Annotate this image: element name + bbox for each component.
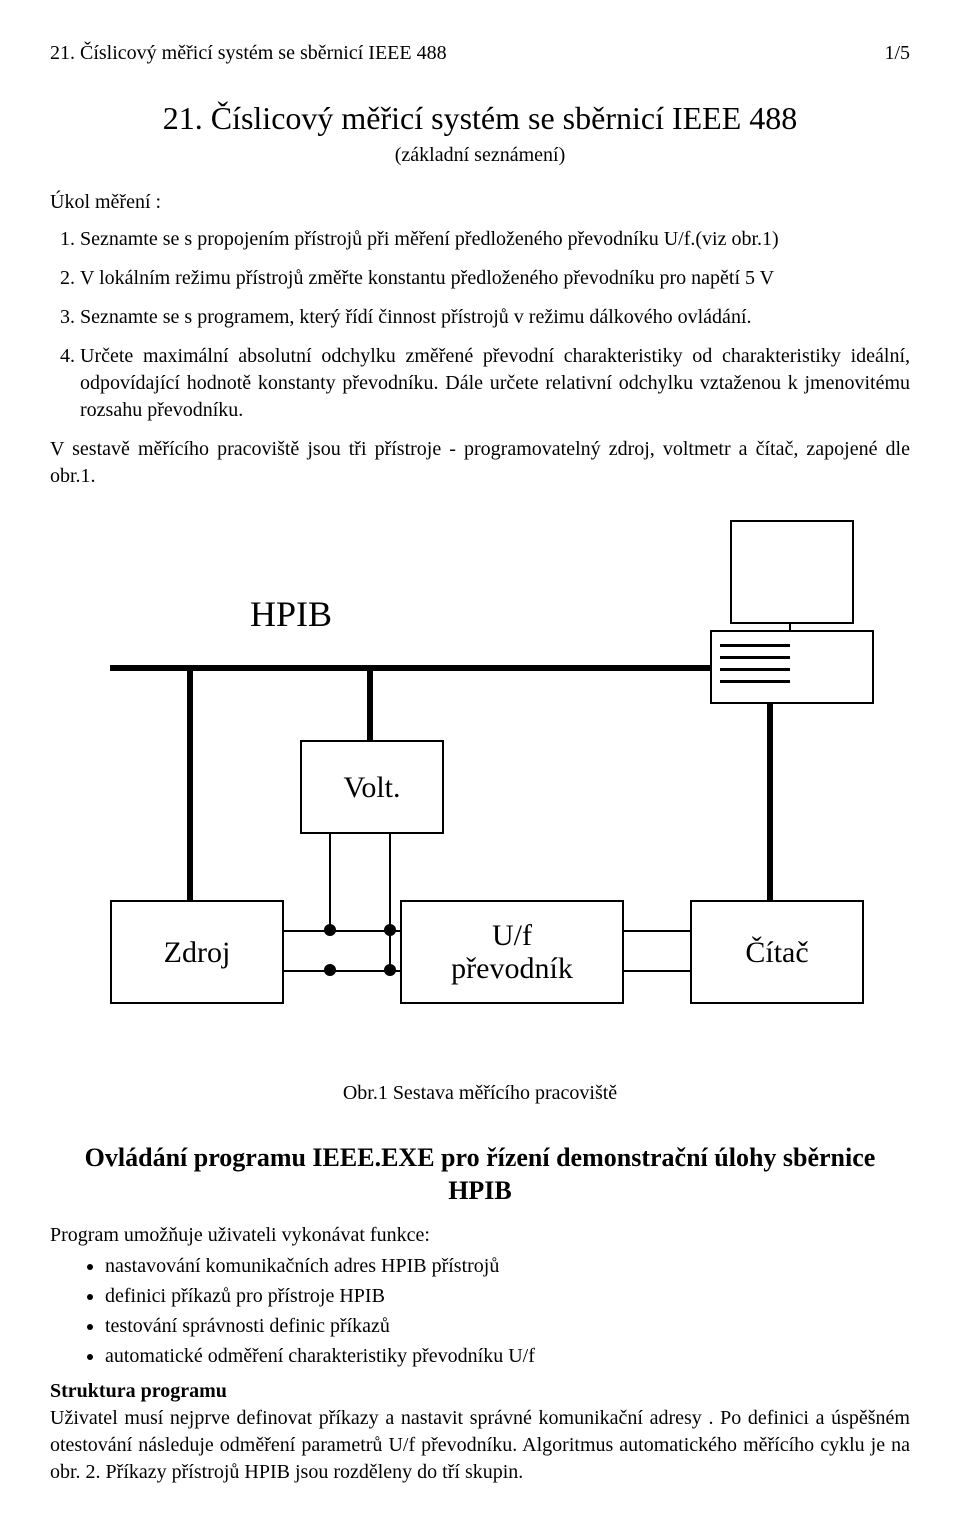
block-uf: U/fpřevodník [400, 900, 624, 1004]
signal-line [329, 830, 331, 930]
list-item: nastavování komunikačních adres HPIB pří… [105, 1253, 910, 1280]
list-item: Seznamte se s programem, který řídí činn… [80, 304, 910, 331]
bus-drop [767, 700, 773, 900]
junction-dot [324, 924, 336, 936]
junction-dot [384, 924, 396, 936]
funcs-intro: Program umožňuje uživateli vykonávat fun… [50, 1222, 910, 1249]
list-item: V lokálním režimu přístrojů změřte konst… [80, 265, 910, 292]
list-item: definici příkazů pro přístroje HPIB [105, 1283, 910, 1310]
signal-line [620, 930, 690, 932]
task-list: Seznamte se s propojením přístrojů při m… [50, 226, 910, 424]
list-item: automatické odměření charakteristiky pře… [105, 1343, 910, 1370]
bus-label: HPIB [250, 590, 332, 639]
bus-line [110, 665, 710, 671]
list-item: Seznamte se s propojením přístrojů při m… [80, 226, 910, 253]
bus-drop [187, 665, 193, 900]
page-title: 21. Číslicový měřicí systém se sběrnicí … [50, 97, 910, 140]
structure-heading: Struktura programu [50, 1378, 910, 1405]
block-zdroj: Zdroj [110, 900, 284, 1004]
header-right: 1/5 [884, 40, 910, 67]
block-citac: Čítač [690, 900, 864, 1004]
structure-paragraph: Uživatel musí nejprve definovat příkazy … [50, 1405, 910, 1486]
signal-line [389, 830, 391, 970]
block-volt: Volt. [300, 740, 444, 834]
computer-base-icon [710, 630, 874, 704]
header-left: 21. Číslicový měřicí systém se sběrnicí … [50, 40, 447, 67]
junction-dot [324, 964, 336, 976]
funcs-list: nastavování komunikačních adres HPIB pří… [50, 1253, 910, 1370]
block-diagram: HPIB ZdrojVolt. U/fpřevodník Čítač [70, 520, 890, 1070]
bus-drop [367, 665, 373, 740]
figure-caption: Obr.1 Sestava měřícího pracoviště [50, 1080, 910, 1107]
paragraph: V sestavě měřícího pracoviště jsou tři p… [50, 436, 910, 490]
page-subtitle: (základní seznámení) [50, 142, 910, 169]
task-label: Úkol měření : [50, 189, 910, 216]
section-heading: Ovládání programu IEEE.EXE pro řízení de… [50, 1142, 910, 1207]
page-header: 21. Číslicový měřicí systém se sběrnicí … [50, 40, 910, 67]
signal-line [620, 970, 690, 972]
list-item: testování správnosti definic příkazů [105, 1313, 910, 1340]
junction-dot [384, 964, 396, 976]
signal-line [280, 930, 400, 932]
computer-monitor-icon [730, 520, 854, 624]
signal-line [280, 970, 400, 972]
list-item: Určete maximální absolutní odchylku změř… [80, 343, 910, 424]
